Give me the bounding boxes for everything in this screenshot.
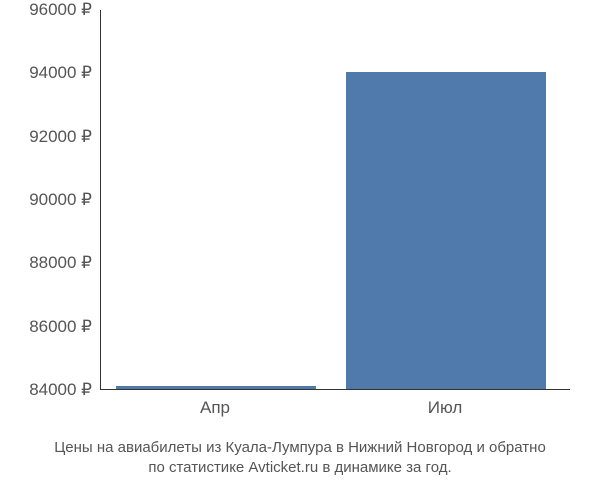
bar xyxy=(116,386,316,389)
price-bar-chart: 84000 ₽ 86000 ₽ 88000 ₽ 90000 ₽ 92000 ₽ 94000… xyxy=(0,0,600,430)
y-tick-label: 94000 ₽ xyxy=(29,63,92,83)
x-axis-labels: Апр Июл xyxy=(100,398,570,428)
y-tick-label: 88000 ₽ xyxy=(29,253,92,273)
y-axis: 84000 ₽ 86000 ₽ 88000 ₽ 90000 ₽ 92000 ₽ 94000… xyxy=(0,0,100,400)
bar xyxy=(346,72,546,389)
caption-line-2: по статистике Avticket.ru в динамике за … xyxy=(148,459,451,476)
chart-caption: Цены на авиабилеты из Куала-Лумпура в Ни… xyxy=(0,438,600,479)
y-tick-label: 92000 ₽ xyxy=(29,127,92,147)
caption-line-1: Цены на авиабилеты из Куала-Лумпура в Ни… xyxy=(54,439,546,456)
x-tick-label: Июл xyxy=(428,398,463,418)
x-tick-label: Апр xyxy=(200,398,230,418)
y-tick-label: 96000 ₽ xyxy=(29,0,92,20)
plot-area xyxy=(100,10,570,390)
y-tick-label: 86000 ₽ xyxy=(29,317,92,337)
y-tick-label: 90000 ₽ xyxy=(29,190,92,210)
y-tick-label: 84000 ₽ xyxy=(29,380,92,400)
